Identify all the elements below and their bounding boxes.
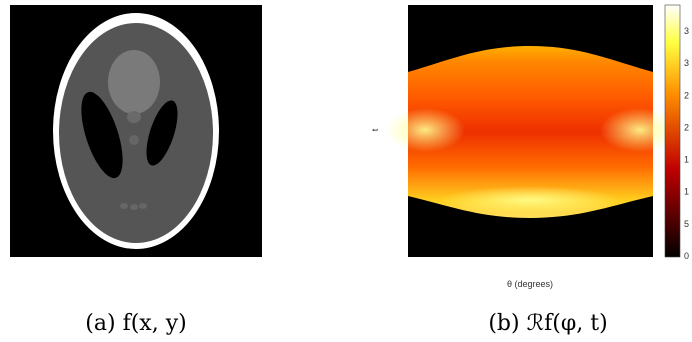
colorbar-tick-label: 2 [684, 122, 689, 132]
colorbar-tick-label: 2 [684, 90, 689, 100]
y-axis-label: t [370, 128, 380, 131]
colorbar-tick-label: 1 [684, 187, 689, 197]
colorbar-ticks: 3 3 2 2 1 1 5 0 [684, 26, 689, 261]
caption-a: (a) f(x, y) [85, 311, 186, 336]
sinogram [385, 5, 680, 257]
phantom [10, 5, 262, 257]
colorbar-tick-label: 3 [684, 58, 689, 68]
x-axis-label: θ (degrees) [507, 279, 553, 289]
figure: (a) f(x, y) t θ (degrees) 3 3 2 2 1 1 5 0 (b) ℛ… [0, 0, 692, 342]
colorbar-tick-label: 0 [684, 251, 689, 261]
colorbar-tick-label: 1 [684, 155, 689, 165]
caption-b: (b) ℛf(φ, t) [488, 311, 607, 336]
colorbar-tick-label: 3 [684, 26, 689, 36]
colorbar-tick-label: 5 [684, 219, 689, 229]
